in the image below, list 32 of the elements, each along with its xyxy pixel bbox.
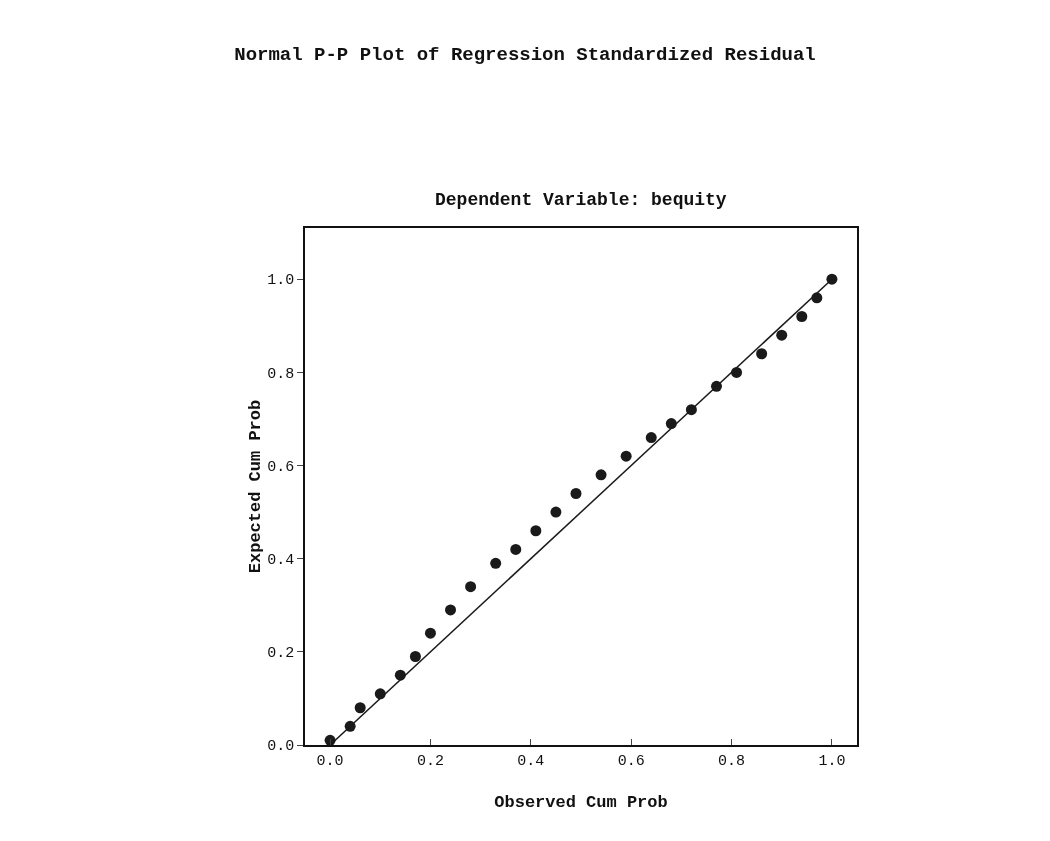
point xyxy=(490,557,502,569)
point xyxy=(595,469,607,481)
point xyxy=(409,651,421,662)
y-tick-label: 0.2 xyxy=(267,645,295,663)
chart-title: Normal P-P Plot of Regression Standardized Residual xyxy=(234,43,816,66)
x-tick-label: 0.0 xyxy=(316,752,344,770)
y-tick-label: 0.6 xyxy=(267,458,295,476)
point xyxy=(645,432,657,444)
y-tick-label: 0.0 xyxy=(267,738,295,756)
point xyxy=(620,450,632,462)
point xyxy=(445,604,457,616)
x-tick-label: 0.8 xyxy=(718,752,746,770)
x-tick-label: 0.2 xyxy=(416,752,444,770)
point xyxy=(424,627,436,639)
point xyxy=(796,311,808,322)
point xyxy=(465,581,477,593)
point xyxy=(756,348,768,360)
point xyxy=(510,543,522,555)
y-tick-label: 0.8 xyxy=(267,365,295,383)
point xyxy=(354,702,366,714)
x-tick-label: 0.6 xyxy=(617,752,645,770)
y-tick-label: 1.0 xyxy=(267,272,295,290)
chart-subtitle: Dependent Variable: bequity xyxy=(435,190,727,210)
point xyxy=(530,525,542,537)
x-axis-title: Observed Cum Prob xyxy=(494,792,668,812)
y-axis-title: Expected Cum Prob xyxy=(246,399,266,574)
point xyxy=(776,329,788,341)
point xyxy=(550,506,562,518)
x-tick-label: 0.4 xyxy=(517,752,545,770)
x-tick-label: 1.0 xyxy=(818,752,846,770)
point xyxy=(570,487,582,499)
y-tick-label: 0.4 xyxy=(267,551,295,569)
